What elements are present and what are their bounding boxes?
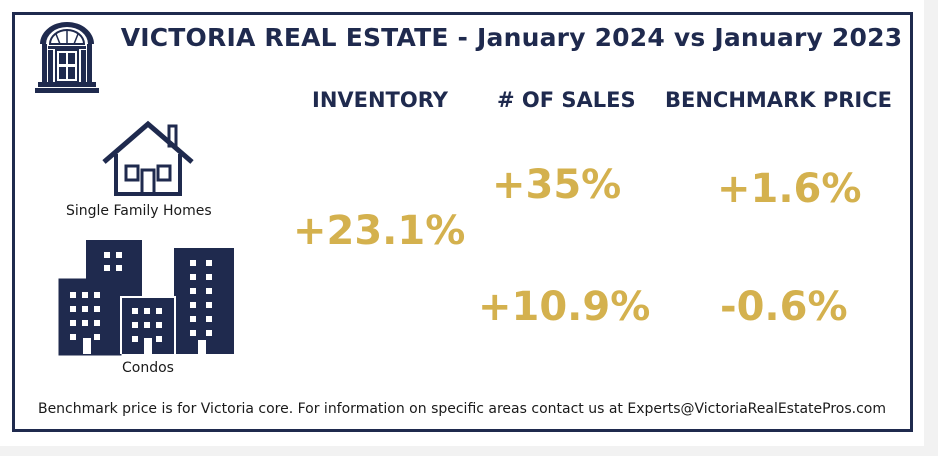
- right-edge-strip: [924, 0, 938, 456]
- row-label-condos: Condos: [122, 360, 174, 376]
- condo-sales-change: +10.9%: [478, 284, 651, 330]
- footer-note: Benchmark price is for Victoria core. Fo…: [37, 401, 887, 417]
- row-label-single-family: Single Family Homes: [66, 203, 212, 219]
- single-family-benchmark-change: +1.6%: [717, 166, 862, 212]
- inventory-change-value: +23.1%: [293, 208, 466, 254]
- column-header-inventory: INVENTORY: [312, 88, 448, 112]
- single-family-sales-change: +35%: [492, 162, 622, 208]
- page-title: VICTORIA REAL ESTATE - January 2024 vs J…: [120, 23, 903, 52]
- condo-buildings-icon: [58, 240, 234, 356]
- bottom-edge-strip: [0, 446, 938, 456]
- door-logo-icon: [35, 22, 99, 93]
- column-header-sales: # OF SALES: [497, 88, 636, 112]
- column-header-benchmark: BENCHMARK PRICE: [665, 88, 892, 112]
- condo-benchmark-change: -0.6%: [720, 284, 848, 330]
- house-icon: [102, 120, 194, 196]
- infographic-frame: [12, 12, 913, 432]
